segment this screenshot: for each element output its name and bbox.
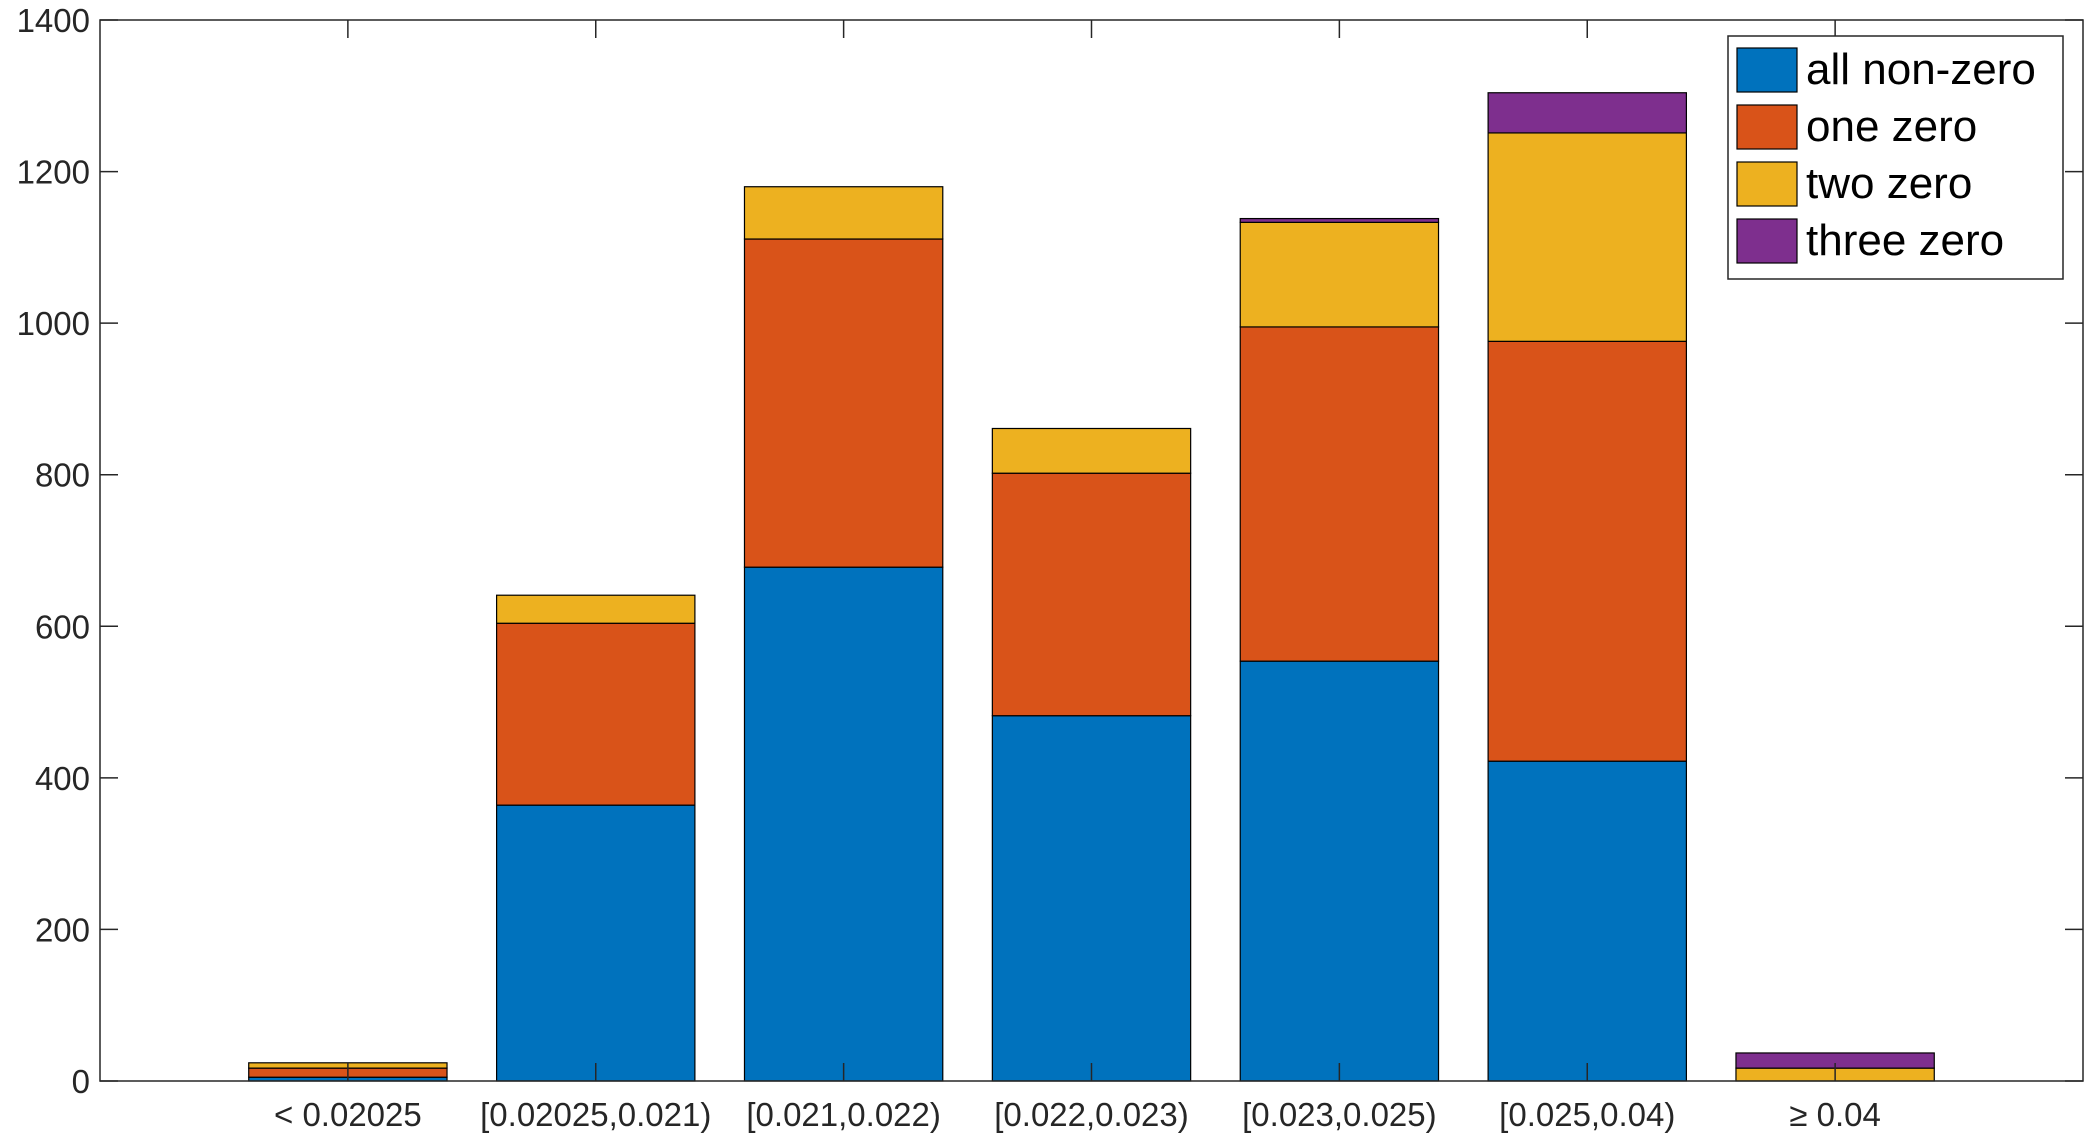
bar-segment-5-series-2 — [1239, 326, 1440, 662]
bar-segment-2-series-1 — [496, 804, 696, 1082]
x-tick-label-0: < 0.02025 — [274, 1096, 422, 1133]
legend-swatch-1 — [1736, 47, 1798, 93]
bar-segment-6-series-1 — [1487, 760, 1687, 1082]
bar-segment-3-series-3 — [743, 186, 944, 240]
bar-segment-6-series-4 — [1487, 92, 1687, 134]
bar-segment-4-series-1 — [991, 715, 1192, 1082]
bar-segment-5-series-3 — [1239, 221, 1440, 328]
x-tick-label-2: [0.021,0.022) — [746, 1096, 941, 1133]
y-tick-label-6: 1200 — [17, 154, 90, 191]
x-tick-label-4: [0.023,0.025) — [1242, 1096, 1437, 1133]
bar-segment-6-series-3 — [1487, 132, 1687, 342]
legend-swatch-2 — [1736, 104, 1798, 150]
legend-swatch-3 — [1736, 161, 1798, 207]
legend-swatch-4 — [1736, 218, 1798, 264]
bar-segment-4-series-2 — [991, 472, 1192, 717]
bar-segment-3-series-2 — [743, 238, 944, 568]
bar-segment-5-series-4 — [1239, 217, 1440, 223]
y-tick-label-4: 800 — [35, 457, 90, 494]
x-tick-label-5: [0.025,0.04) — [1499, 1096, 1675, 1133]
y-tick-label-0: 0 — [72, 1063, 90, 1100]
bar-segment-3-series-1 — [743, 566, 944, 1082]
bar-segment-2-series-3 — [496, 594, 696, 624]
bar-segment-5-series-1 — [1239, 660, 1440, 1082]
axes-layer: 0 200 400 600 800 1000 1200 1400 < 0.02025 [0.020… — [17, 2, 2084, 1133]
y-tick-label-2: 400 — [35, 760, 90, 797]
legend-label-3: two zero — [1806, 159, 1972, 208]
legend-label-4: three zero — [1806, 216, 2004, 265]
bars-layer — [248, 92, 1935, 1082]
legend-label-1: all non-zero — [1806, 45, 2036, 94]
bar-segment-6-series-2 — [1487, 340, 1687, 762]
x-tick-label-1: [0.02025,0.021) — [480, 1096, 711, 1133]
y-tick-label-3: 600 — [35, 608, 90, 645]
legend-label-2: one zero — [1806, 102, 1977, 151]
y-tick-label-1: 200 — [35, 911, 90, 948]
legend: all non-zero one zero two zero three zero — [1727, 35, 2064, 280]
y-tick-label-7: 1400 — [17, 2, 90, 39]
x-tick-label-6: ≥ 0.04 — [1789, 1096, 1881, 1133]
bar-segment-4-series-3 — [991, 427, 1192, 474]
y-tick-label-5: 1000 — [17, 305, 90, 342]
bar-segment-2-series-2 — [496, 622, 696, 806]
x-tick-label-3: [0.022,0.023) — [994, 1096, 1189, 1133]
